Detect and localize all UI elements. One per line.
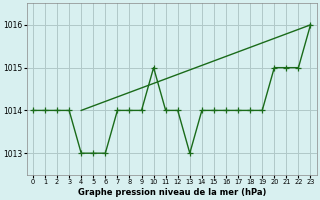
X-axis label: Graphe pression niveau de la mer (hPa): Graphe pression niveau de la mer (hPa): [77, 188, 266, 197]
